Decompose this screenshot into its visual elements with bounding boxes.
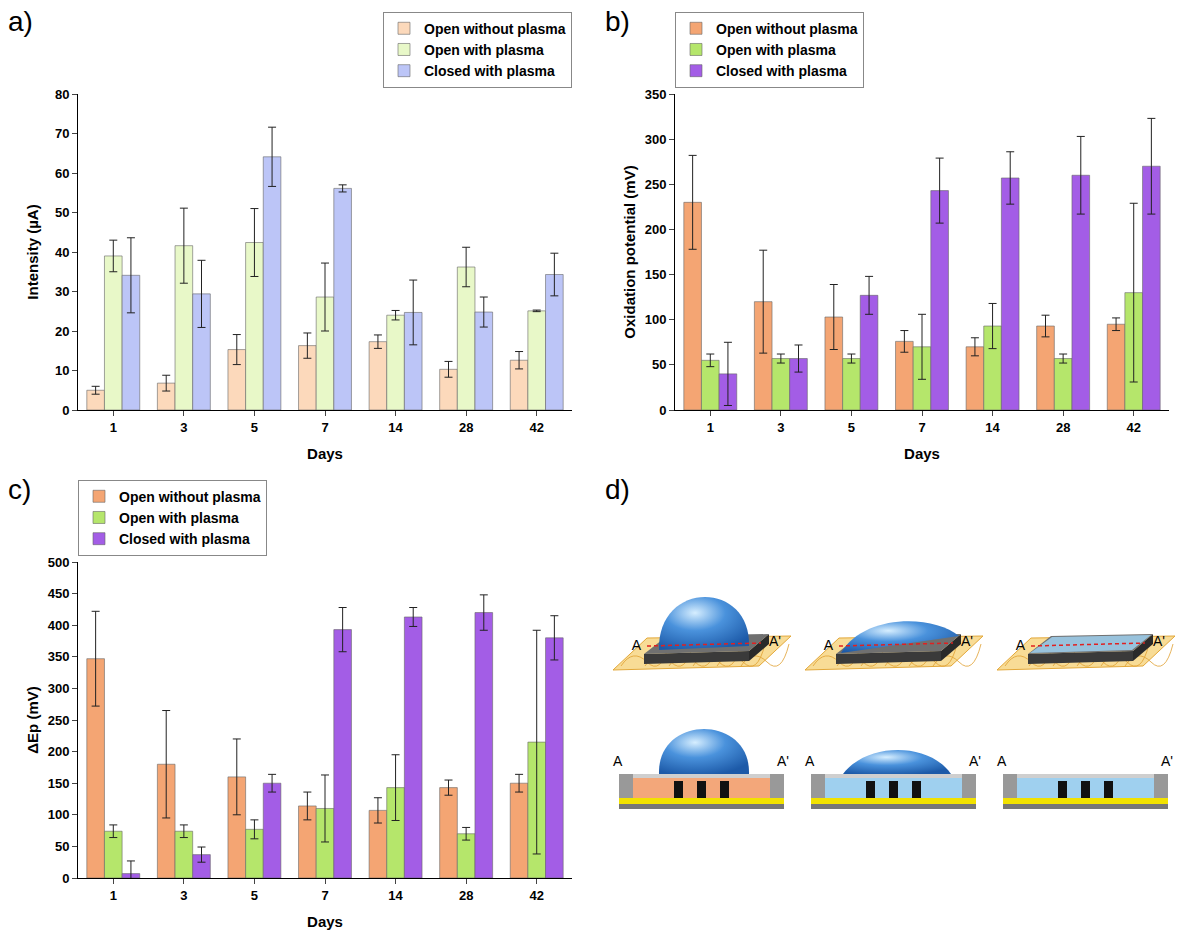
svg-text:20: 20 <box>55 324 69 339</box>
svg-text:A: A <box>1016 637 1026 653</box>
svg-text:350: 350 <box>48 649 70 664</box>
svg-text:A: A <box>613 753 623 769</box>
svg-text:50: 50 <box>652 357 666 372</box>
svg-text:3: 3 <box>180 420 187 435</box>
svg-text:150: 150 <box>48 776 70 791</box>
svg-text:Open without plasma: Open without plasma <box>119 489 261 505</box>
svg-text:100: 100 <box>645 312 667 327</box>
svg-text:42: 42 <box>1126 420 1140 435</box>
svg-text:Open with plasma: Open with plasma <box>716 42 836 58</box>
svg-text:Open with plasma: Open with plasma <box>119 510 239 526</box>
svg-text:500: 500 <box>48 555 70 570</box>
svg-text:5: 5 <box>848 420 855 435</box>
svg-text:42: 42 <box>529 888 543 903</box>
html-text:b): b) <box>605 6 630 37</box>
svg-text:50: 50 <box>55 839 69 854</box>
svg-text:400: 400 <box>48 618 70 633</box>
svg-text:Open with plasma: Open with plasma <box>424 42 544 58</box>
svg-text:A: A <box>997 753 1007 769</box>
svg-text:Days: Days <box>904 445 940 462</box>
svg-text:ΔEp (mV): ΔEp (mV) <box>24 686 41 753</box>
svg-text:28: 28 <box>459 888 473 903</box>
svg-text:7: 7 <box>321 888 328 903</box>
svg-text:300: 300 <box>48 681 70 696</box>
svg-text:A': A' <box>969 753 981 769</box>
svg-text:450: 450 <box>48 586 70 601</box>
svg-text:10: 10 <box>55 363 69 378</box>
svg-text:42: 42 <box>529 420 543 435</box>
svg-text:28: 28 <box>459 420 473 435</box>
svg-text:300: 300 <box>645 132 667 147</box>
html-text:c): c) <box>8 474 32 505</box>
svg-text:3: 3 <box>180 888 187 903</box>
svg-text:3: 3 <box>777 420 784 435</box>
svg-text:7: 7 <box>321 420 328 435</box>
svg-text:100: 100 <box>48 807 70 822</box>
svg-text:50: 50 <box>55 205 69 220</box>
svg-text:30: 30 <box>55 284 69 299</box>
svg-text:Open without plasma: Open without plasma <box>716 21 858 37</box>
svg-text:40: 40 <box>55 245 69 260</box>
svg-text:0: 0 <box>62 403 69 418</box>
svg-text:1: 1 <box>110 420 117 435</box>
svg-text:200: 200 <box>645 222 667 237</box>
svg-text:14: 14 <box>388 420 403 435</box>
svg-text:0: 0 <box>62 871 69 886</box>
svg-text:Open without plasma: Open without plasma <box>424 21 566 37</box>
svg-text:28: 28 <box>1056 420 1070 435</box>
svg-text:350: 350 <box>645 87 667 102</box>
svg-text:Days: Days <box>307 445 343 462</box>
svg-text:Days: Days <box>307 913 343 930</box>
svg-text:14: 14 <box>388 888 403 903</box>
svg-text:A: A <box>805 753 815 769</box>
svg-text:A: A <box>824 637 834 653</box>
svg-text:Closed with plasma: Closed with plasma <box>119 531 250 547</box>
svg-text:0: 0 <box>659 403 666 418</box>
svg-text:14: 14 <box>985 420 1000 435</box>
html-text:d): d) <box>605 474 630 505</box>
svg-text:Intensity (µA): Intensity (µA) <box>24 204 41 299</box>
svg-text:5: 5 <box>251 888 258 903</box>
html-text:a): a) <box>8 6 33 37</box>
svg-text:A': A' <box>961 633 973 649</box>
svg-text:A': A' <box>769 633 781 649</box>
svg-text:250: 250 <box>645 177 667 192</box>
svg-text:150: 150 <box>645 267 667 282</box>
svg-text:Closed with plasma: Closed with plasma <box>424 63 555 79</box>
svg-text:80: 80 <box>55 87 69 102</box>
svg-text:Oxidation potential (mV): Oxidation potential (mV) <box>621 165 638 338</box>
svg-text:Closed with plasma: Closed with plasma <box>716 63 847 79</box>
svg-text:A: A <box>632 637 642 653</box>
svg-text:200: 200 <box>48 744 70 759</box>
svg-text:60: 60 <box>55 166 69 181</box>
svg-text:5: 5 <box>251 420 258 435</box>
svg-text:A': A' <box>777 753 789 769</box>
svg-text:7: 7 <box>918 420 925 435</box>
svg-text:70: 70 <box>55 126 69 141</box>
svg-text:1: 1 <box>707 420 714 435</box>
svg-text:A': A' <box>1161 753 1173 769</box>
svg-text:A': A' <box>1153 633 1165 649</box>
svg-text:250: 250 <box>48 713 70 728</box>
svg-text:1: 1 <box>110 888 117 903</box>
